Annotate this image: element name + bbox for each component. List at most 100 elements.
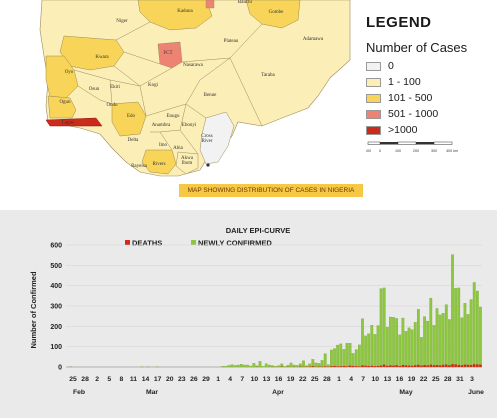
bar-confirmed <box>246 364 249 368</box>
bar-deaths <box>441 364 445 367</box>
legend-deaths-swatch <box>125 240 130 245</box>
state-label: Rivers <box>152 162 165 167</box>
x-tick-label: 28 <box>81 376 89 383</box>
legend-label: >1000 <box>388 124 418 136</box>
state-label: Ekiti <box>110 85 120 90</box>
state-label: Osun <box>89 87 100 92</box>
state-label: Bayelsa <box>131 164 148 169</box>
bar-confirmed <box>407 327 411 368</box>
state-label: Kaduna <box>177 9 193 14</box>
state-oyo <box>45 55 79 99</box>
bar-deaths <box>348 365 352 367</box>
state-label: Ebonyi <box>182 123 197 128</box>
bar-confirmed <box>367 333 371 368</box>
bar-deaths <box>367 365 370 367</box>
bar-deaths <box>457 364 460 367</box>
x-tick-label: 28 <box>323 376 331 383</box>
state-bauchi-edge <box>205 0 215 9</box>
bar-deaths <box>364 365 367 367</box>
state-edo <box>111 101 147 137</box>
map-scale-bar: 100 0 100 200 300 400 km <box>366 141 458 153</box>
scale-labels: 100 0 100 200 300 400 km <box>366 149 458 153</box>
bar-confirmed <box>348 343 352 368</box>
bar-confirmed <box>444 304 448 368</box>
bar-deaths <box>358 366 361 367</box>
bar-confirmed <box>258 361 262 368</box>
bar-confirmed <box>358 344 361 368</box>
bar-confirmed <box>280 363 284 368</box>
y-tick-label: 500 <box>50 263 62 270</box>
bar-confirmed <box>289 362 293 368</box>
bar-confirmed <box>274 366 277 368</box>
nigeria-map: Kaduna Bauchi Gombe Niger FCT Plateau Adamawa K… <box>39 0 351 177</box>
bar-confirmed <box>252 363 256 368</box>
bar-confirmed <box>457 287 461 368</box>
x-tick-label: 13 <box>384 376 392 383</box>
x-tick-label: 25 <box>311 376 319 383</box>
bar-confirmed <box>351 353 355 368</box>
bar-deaths <box>311 366 315 367</box>
bar-confirmed <box>305 365 308 368</box>
bar-deaths <box>432 365 436 367</box>
bar-deaths <box>479 364 482 367</box>
legend-title: LEGEND <box>366 14 432 31</box>
bar-confirmed <box>286 365 290 368</box>
state-label: Nasarawa <box>183 63 203 68</box>
bar-confirmed <box>472 282 476 368</box>
y-tick-label: 300 <box>50 304 62 311</box>
state-gombe <box>245 0 301 29</box>
bar-confirmed <box>345 343 349 368</box>
state-label: Kwara <box>95 55 109 60</box>
state-label: Oyo <box>65 70 74 75</box>
bar-confirmed <box>233 365 237 368</box>
bar-deaths <box>466 364 470 367</box>
legend-swatch <box>366 110 381 119</box>
state-label: Akwa Ibom <box>181 156 194 166</box>
bar-confirmed <box>432 325 436 368</box>
state-label: Kogi <box>148 83 159 88</box>
bar-confirmed <box>336 344 340 368</box>
x-tick-label: 20 <box>166 376 174 383</box>
bar-deaths <box>376 365 380 367</box>
y-tick-label: 100 <box>50 344 62 351</box>
bar-confirmed <box>451 254 454 368</box>
state-akwa-ibom <box>175 151 199 175</box>
bar-deaths <box>379 365 383 367</box>
bar-confirmed <box>264 363 268 368</box>
state-label: Edo <box>127 114 136 119</box>
y-tick-labels: 0 100 200 300 400 500 600 <box>50 243 62 372</box>
bar-confirmed <box>420 337 423 368</box>
bar-confirmed <box>463 303 467 368</box>
bar-confirmed <box>475 290 479 368</box>
state-label: Adamawa <box>303 37 324 42</box>
bar-deaths <box>410 365 414 367</box>
bar-confirmed <box>373 334 377 368</box>
x-tick-label: 16 <box>396 376 404 383</box>
bar-confirmed <box>389 316 392 368</box>
x-tick-label: 25 <box>69 376 77 383</box>
bar-confirmed <box>323 353 327 368</box>
bar-deaths <box>460 365 464 367</box>
bar-confirmed <box>413 322 417 368</box>
state-label: Ogun <box>59 100 71 105</box>
bar-deaths <box>445 364 448 367</box>
state-label: Cross River <box>201 134 213 144</box>
scale-label: 100 <box>395 149 401 153</box>
bar-confirmed <box>283 366 287 368</box>
bar-deaths <box>370 365 374 367</box>
bar-confirmed <box>410 329 414 368</box>
bar-confirmed <box>423 316 426 368</box>
state-label: Benue <box>204 93 218 98</box>
y-tick-label: 600 <box>50 243 62 250</box>
bar-confirmed <box>398 334 402 368</box>
bar-confirmed <box>267 364 271 368</box>
bar-deaths <box>401 364 405 367</box>
state-lagos <box>45 117 103 127</box>
x-tick-label: 28 <box>444 376 452 383</box>
x-tick-label: 1 <box>216 376 220 383</box>
bar-confirmed <box>454 288 457 368</box>
bar-confirmed <box>243 364 246 368</box>
bar-confirmed <box>308 363 312 368</box>
bar-confirmed <box>314 362 318 368</box>
bar-confirmed <box>302 360 305 368</box>
